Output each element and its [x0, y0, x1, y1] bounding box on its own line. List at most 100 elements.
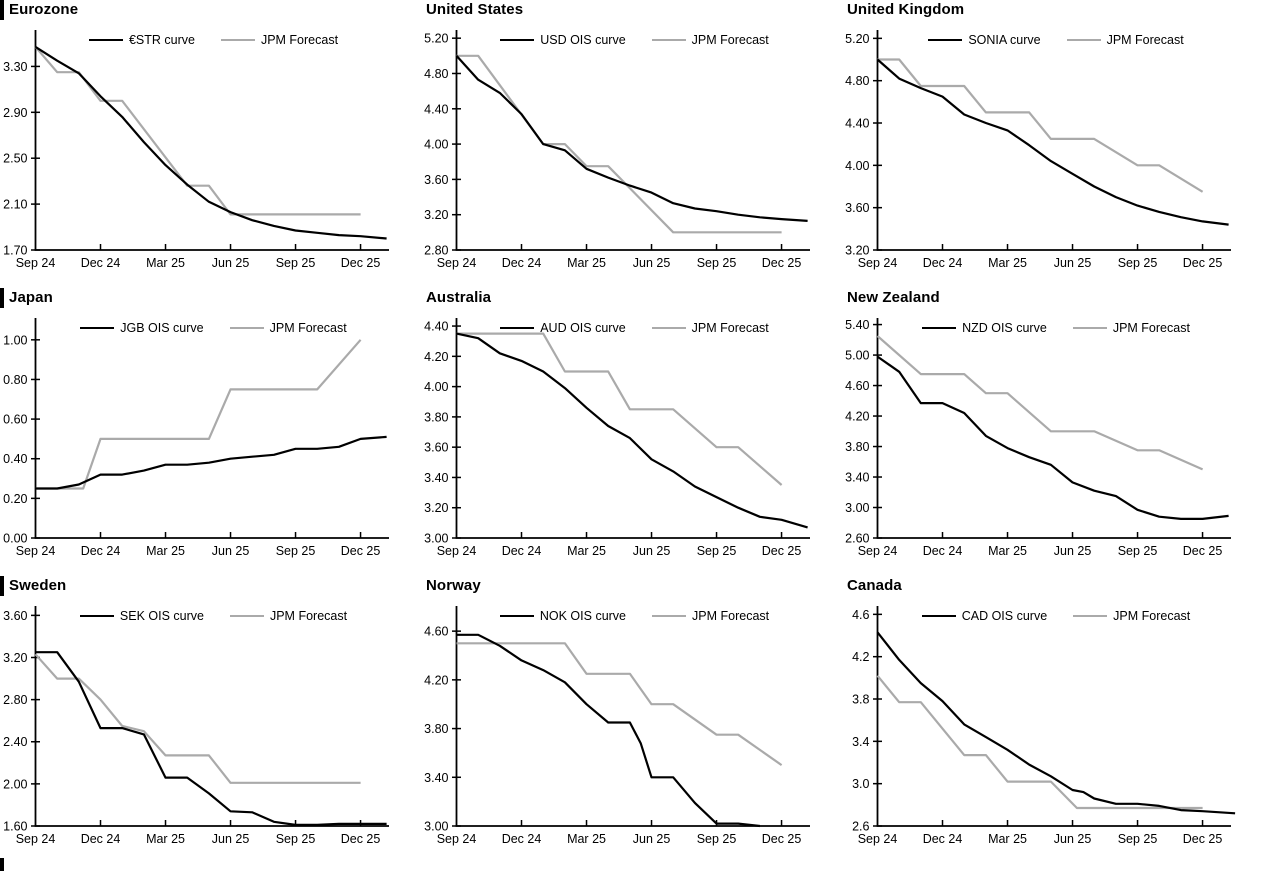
chart-cell-new-zealand: New Zealand 5.40 5.00 4.60 4.20 3.80 3.40 3.00… — [842, 288, 1264, 576]
svg-text:4.60: 4.60 — [424, 625, 448, 639]
plot-area: 4.6 4.2 3.8 3.4 3.0 2.6 Sep 24 Dec 24 Mar 25 Jun … — [842, 596, 1264, 864]
plot-area: 4.40 4.20 4.00 3.80 3.60 3.40 3.20 3.00 Sep 24 De… — [421, 308, 842, 576]
svg-text:Jun 25: Jun 25 — [212, 256, 250, 270]
svg-text:4.20: 4.20 — [424, 350, 448, 364]
svg-text:3.80: 3.80 — [424, 722, 448, 736]
svg-text:3.80: 3.80 — [424, 410, 448, 424]
svg-text:3.20: 3.20 — [845, 244, 869, 258]
svg-text:4.20: 4.20 — [845, 410, 869, 424]
svg-text:3.60: 3.60 — [424, 441, 448, 455]
svg-text:Sep 25: Sep 25 — [697, 544, 737, 558]
svg-text:4.00: 4.00 — [845, 159, 869, 173]
svg-text:4.00: 4.00 — [424, 138, 448, 152]
svg-text:2.60: 2.60 — [845, 532, 869, 546]
svg-text:Dec 25: Dec 25 — [762, 832, 802, 846]
svg-text:3.60: 3.60 — [3, 609, 27, 623]
svg-text:3.00: 3.00 — [424, 532, 448, 546]
chart-cell-canada: Canada 4.6 4.2 3.8 3.4 3.0 2.6 Sep 24 Dec 24 Mar… — [842, 576, 1264, 873]
plot-area: 5.40 5.00 4.60 4.20 3.80 3.40 3.00 2.60 Sep 24 De… — [842, 308, 1264, 576]
svg-text:1.60: 1.60 — [3, 820, 27, 834]
svg-text:2.00: 2.00 — [3, 777, 27, 791]
svg-text:3.80: 3.80 — [845, 440, 869, 454]
svg-text:Jun 25: Jun 25 — [212, 832, 250, 846]
svg-text:Dec 24: Dec 24 — [81, 832, 121, 846]
svg-text:Mar 25: Mar 25 — [988, 256, 1027, 270]
plot-area: 1.00 0.80 0.60 0.40 0.20 0.00 Sep 24 Dec 24 Mar … — [0, 308, 421, 576]
svg-text:Dec 25: Dec 25 — [341, 544, 381, 558]
svg-text:Dec 24: Dec 24 — [502, 544, 542, 558]
svg-text:Dec 25: Dec 25 — [762, 544, 802, 558]
svg-text:0.40: 0.40 — [3, 452, 27, 466]
chart-cell-united-states: United States 5.20 4.80 4.40 4.00 3.60 3.20 2.… — [421, 0, 842, 288]
svg-text:Jun 25: Jun 25 — [633, 544, 671, 558]
svg-text:0.00: 0.00 — [3, 532, 27, 546]
svg-text:Jun 25: Jun 25 — [212, 544, 250, 558]
svg-text:Sep 25: Sep 25 — [1118, 544, 1158, 558]
plot-area: 4.60 4.20 3.80 3.40 3.00 Sep 24 Dec 24 Mar 25 Ju… — [421, 596, 842, 864]
plot-area: 3.30 2.90 2.50 2.10 1.70 Sep 24 Dec 24 Mar 25 Ju… — [0, 20, 421, 288]
svg-text:Jun 25: Jun 25 — [1054, 256, 1092, 270]
svg-text:2.80: 2.80 — [424, 244, 448, 258]
chart-title-australia: Australia — [426, 289, 492, 306]
svg-text:4.60: 4.60 — [845, 379, 869, 393]
plot-area: 3.60 3.20 2.80 2.40 2.00 1.60 Sep 24 Dec 24 Mar … — [0, 596, 421, 864]
svg-text:Sep 24: Sep 24 — [858, 832, 898, 846]
plot-area: 5.20 4.80 4.40 4.00 3.60 3.20 2.80 Sep 24 Dec 24… — [421, 20, 842, 288]
svg-text:Mar 25: Mar 25 — [988, 544, 1027, 558]
svg-text:Dec 24: Dec 24 — [502, 256, 542, 270]
svg-text:Sep 24: Sep 24 — [16, 832, 56, 846]
chart-title-united-kingdom: United Kingdom — [847, 1, 965, 18]
svg-text:2.80: 2.80 — [3, 693, 27, 707]
svg-text:Dec 25: Dec 25 — [341, 832, 381, 846]
svg-text:Sep 25: Sep 25 — [276, 544, 316, 558]
svg-text:3.40: 3.40 — [424, 471, 448, 485]
svg-text:Dec 24: Dec 24 — [81, 256, 121, 270]
svg-text:Sep 24: Sep 24 — [437, 544, 477, 558]
chart-title-united-states: United States — [426, 1, 524, 18]
svg-text:3.40: 3.40 — [845, 471, 869, 485]
svg-text:3.4: 3.4 — [852, 735, 869, 749]
svg-text:Mar 25: Mar 25 — [567, 544, 606, 558]
svg-text:3.60: 3.60 — [845, 201, 869, 215]
svg-text:Sep 25: Sep 25 — [697, 832, 737, 846]
svg-text:Dec 25: Dec 25 — [1183, 832, 1223, 846]
svg-text:Dec 25: Dec 25 — [1183, 256, 1223, 270]
svg-text:4.2: 4.2 — [852, 650, 869, 664]
svg-text:Dec 25: Dec 25 — [341, 256, 381, 270]
svg-text:3.20: 3.20 — [424, 501, 448, 515]
chart-cell-norway: Norway 4.60 4.20 3.80 3.40 3.00 Sep 24 Dec 24 M… — [421, 576, 842, 873]
svg-text:3.40: 3.40 — [424, 771, 448, 785]
svg-text:3.20: 3.20 — [3, 651, 27, 665]
svg-text:2.40: 2.40 — [3, 735, 27, 749]
chart-title-eurozone: Eurozone — [0, 0, 421, 20]
svg-text:Jun 25: Jun 25 — [1054, 832, 1092, 846]
svg-text:3.20: 3.20 — [424, 208, 448, 222]
svg-text:4.20: 4.20 — [424, 673, 448, 687]
svg-text:4.80: 4.80 — [845, 74, 869, 88]
svg-text:4.40: 4.40 — [845, 117, 869, 131]
svg-text:Sep 25: Sep 25 — [1118, 256, 1158, 270]
svg-text:Sep 24: Sep 24 — [437, 256, 477, 270]
svg-text:Dec 24: Dec 24 — [923, 544, 963, 558]
svg-text:Mar 25: Mar 25 — [567, 256, 606, 270]
svg-text:0.60: 0.60 — [3, 413, 27, 427]
svg-text:4.40: 4.40 — [424, 320, 448, 334]
svg-text:0.80: 0.80 — [3, 373, 27, 387]
chart-cell-eurozone: Eurozone 3.30 2.90 2.50 2.10 1.70 Sep 24 Dec 2… — [0, 0, 421, 288]
svg-text:4.6: 4.6 — [852, 608, 869, 622]
svg-text:1.00: 1.00 — [3, 333, 27, 347]
svg-text:2.10: 2.10 — [3, 198, 27, 212]
svg-text:Sep 24: Sep 24 — [437, 832, 477, 846]
svg-text:2.50: 2.50 — [3, 152, 27, 166]
chart-cell-united-kingdom: United Kingdom 5.20 4.80 4.40 4.00 3.60 3.20 S… — [842, 0, 1264, 288]
chart-title-japan: Japan — [0, 288, 421, 308]
svg-text:Sep 25: Sep 25 — [1118, 832, 1158, 846]
svg-text:Jun 25: Jun 25 — [633, 832, 671, 846]
